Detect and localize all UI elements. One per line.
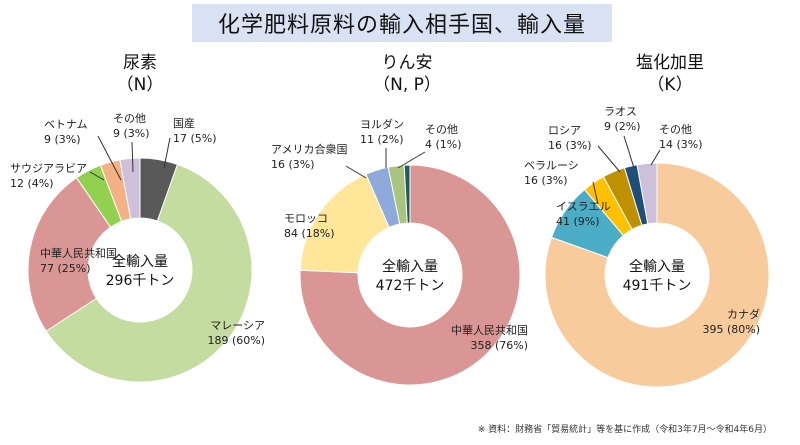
- chart-1-center-value: 296千トン: [106, 273, 175, 289]
- chart-2-heading: りん安 （N, P）: [297, 52, 517, 96]
- chart-1-title: 尿素: [123, 53, 157, 73]
- chart-1-slice-label-5: ベトナム: [44, 118, 88, 131]
- chart-1-slice-value-3: 77 (25%): [40, 262, 91, 275]
- chart-3-slice-label-5: ラオス: [604, 105, 637, 118]
- chart-3-slice-label-3: ベラルーシ: [524, 159, 579, 172]
- chart-3-slice-label-2: イスラエル: [556, 200, 611, 213]
- chart-2-slice-label-3: アメリカ合衆国: [271, 142, 347, 156]
- chart-3-leader-3: [592, 181, 599, 205]
- chart-3-slice-label-1: カナダ: [727, 307, 760, 321]
- chart-1-leader-6: [131, 141, 134, 173]
- chart-3-subtitle: （K）: [647, 75, 693, 95]
- chart-1-slice-3: [27, 177, 112, 332]
- chart-3-leader-5: [623, 135, 635, 169]
- chart-2-slice-value-5: 4 (1%): [425, 138, 462, 151]
- chart-1-heading: 尿素 （N）: [30, 52, 250, 96]
- chart-2-slice-1: [299, 164, 521, 386]
- chart-3-center-label: 全輸入量: [629, 258, 685, 275]
- chart-2-leader-3: [345, 165, 367, 179]
- chart-2-leader-5: [397, 151, 426, 169]
- chart-1-leader-4: [89, 171, 105, 181]
- source-note: ※ 資料：財務省「貿易統計」等を基に作成（令和3年7月～令和4年6月）: [477, 425, 772, 435]
- chart-1-slice-6: [119, 157, 141, 220]
- chart-1-subtitle: （N）: [116, 75, 164, 95]
- chart-3-slice-value-1: 395 (80%): [702, 323, 760, 336]
- chart-1-slice-label-6: その他: [113, 112, 146, 125]
- chart-1-slice-value-4: 12 (4%): [10, 177, 54, 190]
- chart-3-center-value: 491千トン: [623, 278, 692, 294]
- chart-1-leader-5: [97, 135, 122, 181]
- chart-1-slice-label-2: マレーシア: [210, 319, 265, 332]
- chart-1-slice-value-5: 9 (3%): [44, 133, 81, 146]
- chart-3-slice-label-4: ロシア: [548, 124, 581, 137]
- chart-2-slice-value-4: 11 (2%): [360, 133, 404, 146]
- chart-3-slice-value-3: 16 (3%): [524, 174, 568, 187]
- chart-3-slice-value-4: 16 (3%): [548, 139, 592, 152]
- chart-1-slice-label-1: 国産: [173, 117, 195, 130]
- chart-2-slice-value-1: 358 (76%): [470, 339, 528, 352]
- chart-2-title: りん安: [381, 53, 433, 73]
- chart-2-slice-value-2: 84 (18%): [284, 227, 335, 240]
- chart-2-slice-5: [403, 164, 411, 224]
- chart-1-slice-2: [45, 163, 253, 383]
- chart-3-slice-label-6: その他: [659, 123, 692, 136]
- page-title: 化学肥料原料の輸入相手国、輸入量: [192, 4, 612, 42]
- chart-3-slice-value-6: 14 (3%): [659, 138, 703, 151]
- chart-3-slice-value-5: 9 (2%): [604, 120, 641, 133]
- chart-2-slice-label-2: モロッコ: [284, 212, 328, 225]
- chart-3-title: 塩化加里: [636, 53, 704, 73]
- chart-2-slice-value-3: 16 (3%): [271, 158, 315, 171]
- chart-2-center-value: 472千トン: [376, 278, 445, 294]
- chart-3-slice-6: [636, 162, 658, 225]
- chart-2-slice-label-5: その他: [425, 123, 458, 136]
- chart-3-leader-6: [650, 149, 661, 166]
- chart-2-slice-label-1: 中華人民共和国: [451, 324, 528, 337]
- chart-3-slice-value-2: 41 (9%): [556, 215, 600, 228]
- chart-2-slice-label-4: ヨルダン: [360, 117, 404, 131]
- chart-1-slice-value-1: 17 (5%): [173, 132, 217, 145]
- chart-3-slice-1: [544, 162, 770, 388]
- chart-1-center-label: 全輸入量: [112, 253, 168, 270]
- chart-2-subtitle: （N, P）: [373, 75, 441, 95]
- chart-1-slice-label-3: 中華人民共和国: [40, 247, 117, 260]
- chart-1-slice-label-4: サウジアラビア: [10, 162, 87, 175]
- chart-2-center-label: 全輸入量: [382, 258, 438, 275]
- chart-3-leader-4: [597, 145, 621, 173]
- chart-1-leader-1: [163, 137, 171, 169]
- chart-3-heading: 塩化加里 （K）: [560, 52, 780, 96]
- chart-1-slice-value-6: 9 (3%): [113, 127, 150, 140]
- chart-1-slice-value-2: 189 (60%): [207, 334, 265, 347]
